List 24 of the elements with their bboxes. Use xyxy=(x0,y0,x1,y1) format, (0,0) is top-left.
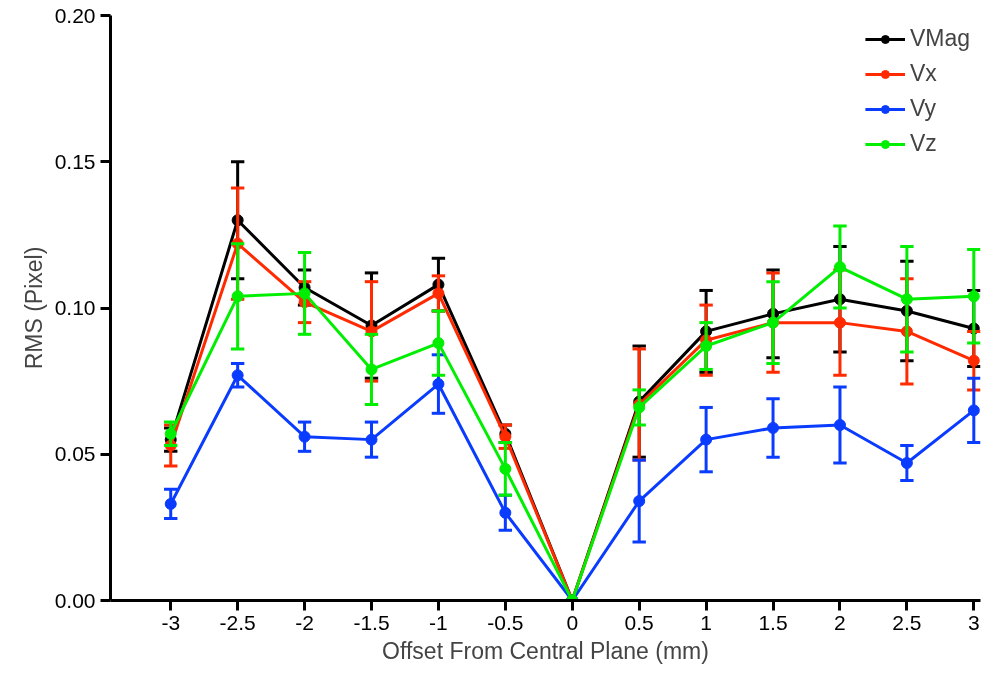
x-tick-label: 0.5 xyxy=(624,610,654,634)
y-tick-label: 0.20 xyxy=(54,3,96,27)
x-tick-label: 1.5 xyxy=(758,610,788,634)
x-tick-label: 1 xyxy=(700,610,712,634)
x-axis-title: Offset From Central Plane (mm) xyxy=(382,637,709,664)
x-tick-label: -3 xyxy=(161,610,181,634)
legend-label: Vx xyxy=(909,60,937,87)
x-tick-label: -2.5 xyxy=(219,610,256,634)
y-tick-label: 0.10 xyxy=(54,296,96,319)
x-tick-label: -0.5 xyxy=(487,610,524,634)
legend-label: Vy xyxy=(909,95,936,122)
x-tick-label: 2 xyxy=(834,610,846,634)
x-tick-label: 2.5 xyxy=(892,610,922,634)
y-tick-label: 0.15 xyxy=(54,149,96,173)
legend-label: Vz xyxy=(909,130,937,157)
y-axis-title: RMS (Pixel) xyxy=(20,246,47,370)
x-tick-label: -1 xyxy=(429,610,448,634)
y-tick-label: 0.05 xyxy=(54,442,96,466)
x-tick-label: 3 xyxy=(967,610,980,634)
y-tick-label: 0.00 xyxy=(54,588,96,612)
x-tick-label: -2 xyxy=(295,610,314,634)
legend-label: VMag xyxy=(909,25,970,52)
x-tick-label: -1.5 xyxy=(353,610,390,634)
x-tick-label: 0 xyxy=(566,610,579,634)
